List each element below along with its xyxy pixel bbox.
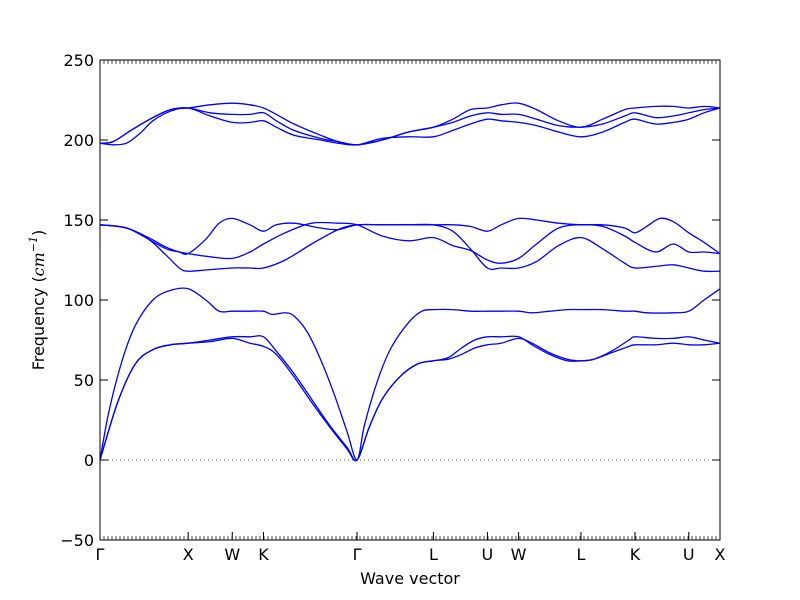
x-tick-label: K — [630, 545, 641, 564]
x-tick-label: L — [429, 545, 438, 564]
y-axis-label-unit: cm — [29, 252, 48, 276]
y-tick-label: −50 — [60, 531, 94, 550]
x-tick-label: X — [715, 545, 726, 564]
y-axis-label-suffix: ) — [29, 230, 48, 236]
y-axis-label-exponent: −1 — [27, 236, 40, 252]
band-line-1 — [99, 335, 721, 462]
y-tick-label: 0 — [84, 451, 94, 470]
x-tick-label: Γ — [353, 545, 362, 564]
band-line-2 — [99, 337, 721, 462]
y-tick-label: 50 — [74, 371, 94, 390]
y-axis-label: Frequency (cm−1) — [27, 230, 48, 371]
y-tick-label: 250 — [63, 51, 94, 70]
x-tick-label: K — [258, 545, 269, 564]
x-tick-label: W — [224, 545, 240, 564]
band-line-8 — [99, 107, 721, 146]
x-tick-label: X — [183, 545, 194, 564]
band-line-9 — [99, 107, 721, 146]
band-line-4 — [99, 223, 721, 273]
x-tick-label: U — [683, 545, 695, 564]
band-line-5 — [99, 221, 721, 264]
x-tick-label: U — [482, 545, 494, 564]
x-tick-label: L — [576, 545, 585, 564]
y-tick-label: 150 — [63, 211, 94, 230]
x-tick-label: Γ — [96, 545, 105, 564]
y-tick-label: 100 — [63, 291, 94, 310]
band-line-3 — [99, 287, 721, 461]
y-axis-label-prefix: Frequency ( — [29, 276, 48, 370]
x-axis-label: Wave vector — [360, 569, 460, 588]
x-tick-label: W — [511, 545, 527, 564]
band-line-6 — [99, 217, 721, 256]
y-tick-label: 200 — [63, 131, 94, 150]
